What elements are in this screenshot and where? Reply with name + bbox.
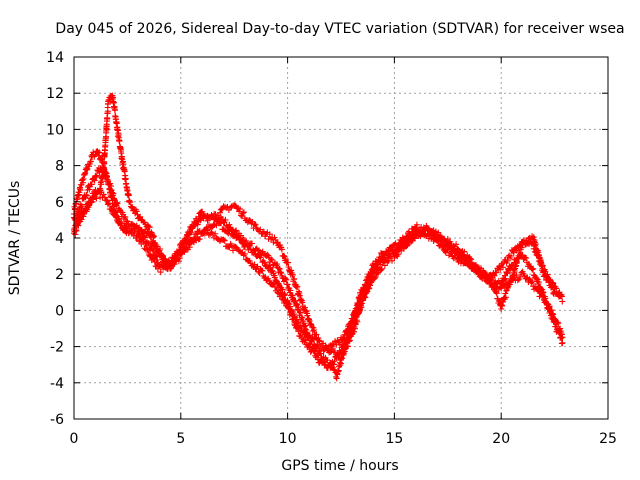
x-tick-label: 0 [70, 431, 79, 447]
y-tick-label: 4 [55, 231, 64, 247]
y-tick-label: -4 [50, 376, 64, 392]
y-tick-label: 2 [55, 267, 64, 283]
grid [74, 57, 608, 419]
y-tick-label: 6 [55, 195, 64, 211]
y-tick-labels: -6 -4 -2 0 2 4 6 8 10 12 14 [46, 50, 64, 428]
y-tick-label: 0 [55, 303, 64, 319]
y-tick-label: 12 [46, 86, 64, 102]
axis-ticks [73, 56, 609, 420]
x-tick-label: 20 [492, 431, 510, 447]
chart-title: Day 045 of 2026, Sidereal Day-to-day VTE… [55, 21, 624, 37]
y-tick-label: -6 [50, 412, 64, 428]
x-tick-label: 5 [176, 431, 185, 447]
y-axis-label: SDTVAR / TECUs [7, 181, 23, 296]
x-tick-label: 10 [279, 431, 297, 447]
x-axis-label: GPS time / hours [281, 458, 398, 474]
y-tick-label: -2 [50, 340, 64, 356]
x-tick-labels: 0 5 10 15 20 25 [70, 431, 617, 447]
y-tick-label: 10 [46, 122, 64, 138]
x-tick-label: 15 [385, 431, 403, 447]
x-tick-label: 25 [599, 431, 617, 447]
y-tick-label: 8 [55, 159, 64, 175]
y-tick-label: 14 [46, 50, 64, 66]
